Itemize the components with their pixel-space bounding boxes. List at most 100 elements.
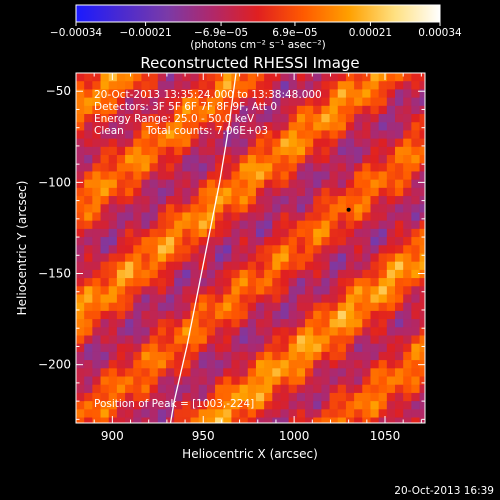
heatmap-cell xyxy=(296,327,306,337)
heatmap-cell xyxy=(362,261,372,271)
heatmap-cell xyxy=(92,130,102,140)
heatmap-cell xyxy=(378,302,388,312)
heatmap-cell xyxy=(76,302,85,312)
heatmap-cell xyxy=(190,212,200,222)
heatmap-cell xyxy=(321,335,331,345)
heatmap-cell xyxy=(108,237,118,246)
heatmap-cell xyxy=(223,171,233,181)
heatmap-cell xyxy=(182,417,192,423)
heatmap-cell xyxy=(395,138,404,148)
heatmap-cell xyxy=(280,187,290,197)
colorbar-tick-label: −0.00034 xyxy=(50,27,103,39)
heatmap-cell xyxy=(92,146,102,156)
heatmap-cell xyxy=(149,130,159,140)
heatmap-cell xyxy=(305,376,314,386)
heatmap-cell xyxy=(174,163,183,173)
heatmap-cell xyxy=(198,146,208,156)
heatmap-cell xyxy=(223,122,233,132)
heatmap-cell xyxy=(247,368,257,378)
heatmap-cell xyxy=(403,105,412,115)
heatmap-cell xyxy=(272,220,282,230)
heatmap-cell xyxy=(272,196,282,205)
heatmap-cell xyxy=(182,163,192,173)
heatmap-cell xyxy=(198,253,208,263)
heatmap-cell xyxy=(165,89,175,99)
heatmap-cell xyxy=(231,294,241,304)
heatmap-cell xyxy=(141,286,151,296)
heatmap-cell xyxy=(296,122,306,132)
heatmap-cell xyxy=(125,138,134,148)
heatmap-cell xyxy=(272,269,282,279)
heatmap-cell xyxy=(329,335,339,345)
heatmap-cell xyxy=(419,138,425,148)
heatmap-cell xyxy=(116,237,126,246)
heatmap-cell xyxy=(362,310,372,320)
heatmap-cell xyxy=(215,351,224,361)
heatmap-cell xyxy=(100,409,110,419)
heatmap-cell xyxy=(125,417,134,423)
heatmap-cell xyxy=(190,327,200,337)
heatmap-cell xyxy=(419,114,425,123)
annotation-energy: Energy Range: 25.0 - 50.0 keV xyxy=(94,113,255,125)
heatmap-cell xyxy=(125,73,134,82)
heatmap-cell xyxy=(280,122,290,132)
heatmap-cell xyxy=(272,204,282,214)
heatmap-cell xyxy=(165,163,175,173)
heatmap-cell xyxy=(165,360,175,369)
heatmap-cell xyxy=(272,81,282,90)
heatmap-cell xyxy=(370,319,380,328)
heatmap-cell xyxy=(206,392,216,402)
heatmap-cell xyxy=(108,171,118,181)
heatmap-cell xyxy=(255,97,265,107)
heatmap-cell xyxy=(288,245,298,255)
heatmap-cell xyxy=(223,302,233,312)
heatmap-cell xyxy=(231,171,241,181)
x-tick-label: 900 xyxy=(101,429,124,443)
heatmap-cell xyxy=(345,228,355,238)
heatmap-cell xyxy=(362,114,372,123)
heatmap-cell xyxy=(264,343,273,353)
heatmap-cell xyxy=(264,294,273,304)
heatmap-cell xyxy=(149,278,159,287)
heatmap-cell xyxy=(386,327,396,337)
heatmap-cell xyxy=(272,310,282,320)
heatmap-cell xyxy=(133,368,143,378)
heatmap-cell xyxy=(345,89,355,99)
heatmap-cell xyxy=(92,81,102,90)
heatmap-cell xyxy=(231,228,241,238)
heatmap-cell xyxy=(411,368,421,378)
heatmap-cell xyxy=(370,73,380,82)
heatmap-cell xyxy=(305,245,314,255)
heatmap-cell xyxy=(255,81,265,90)
heatmap-cell xyxy=(247,212,257,222)
heatmap-cell xyxy=(100,138,110,148)
heatmap-cell xyxy=(239,384,249,394)
heatmap-cell xyxy=(174,237,183,246)
heatmap-cell xyxy=(247,269,257,279)
heatmap-cell xyxy=(362,401,372,410)
heatmap-cell xyxy=(313,146,322,156)
heatmap-cell xyxy=(280,196,290,205)
heatmap-cell xyxy=(149,417,159,423)
heatmap-cell xyxy=(296,228,306,238)
heatmap-cell xyxy=(419,343,425,353)
heatmap-cell xyxy=(329,114,339,123)
heatmap-cell xyxy=(133,146,143,156)
heatmap-cell xyxy=(100,302,110,312)
heatmap-cell xyxy=(108,220,118,230)
heatmap-cell xyxy=(133,261,143,271)
heatmap-cell xyxy=(419,319,425,328)
heatmap-cell xyxy=(100,81,110,90)
heatmap-cell xyxy=(116,204,126,214)
heatmap-cell xyxy=(362,122,372,132)
heatmap-cell xyxy=(190,319,200,328)
heatmap-cell xyxy=(255,286,265,296)
heatmap-cell xyxy=(100,360,110,369)
heatmap-cell xyxy=(198,163,208,173)
heatmap-cell xyxy=(182,269,192,279)
heatmap-cell xyxy=(272,343,282,353)
heatmap-cell xyxy=(313,138,322,148)
heatmap-cell xyxy=(419,368,425,378)
heatmap-cell xyxy=(264,351,273,361)
heatmap-cell xyxy=(264,81,273,90)
